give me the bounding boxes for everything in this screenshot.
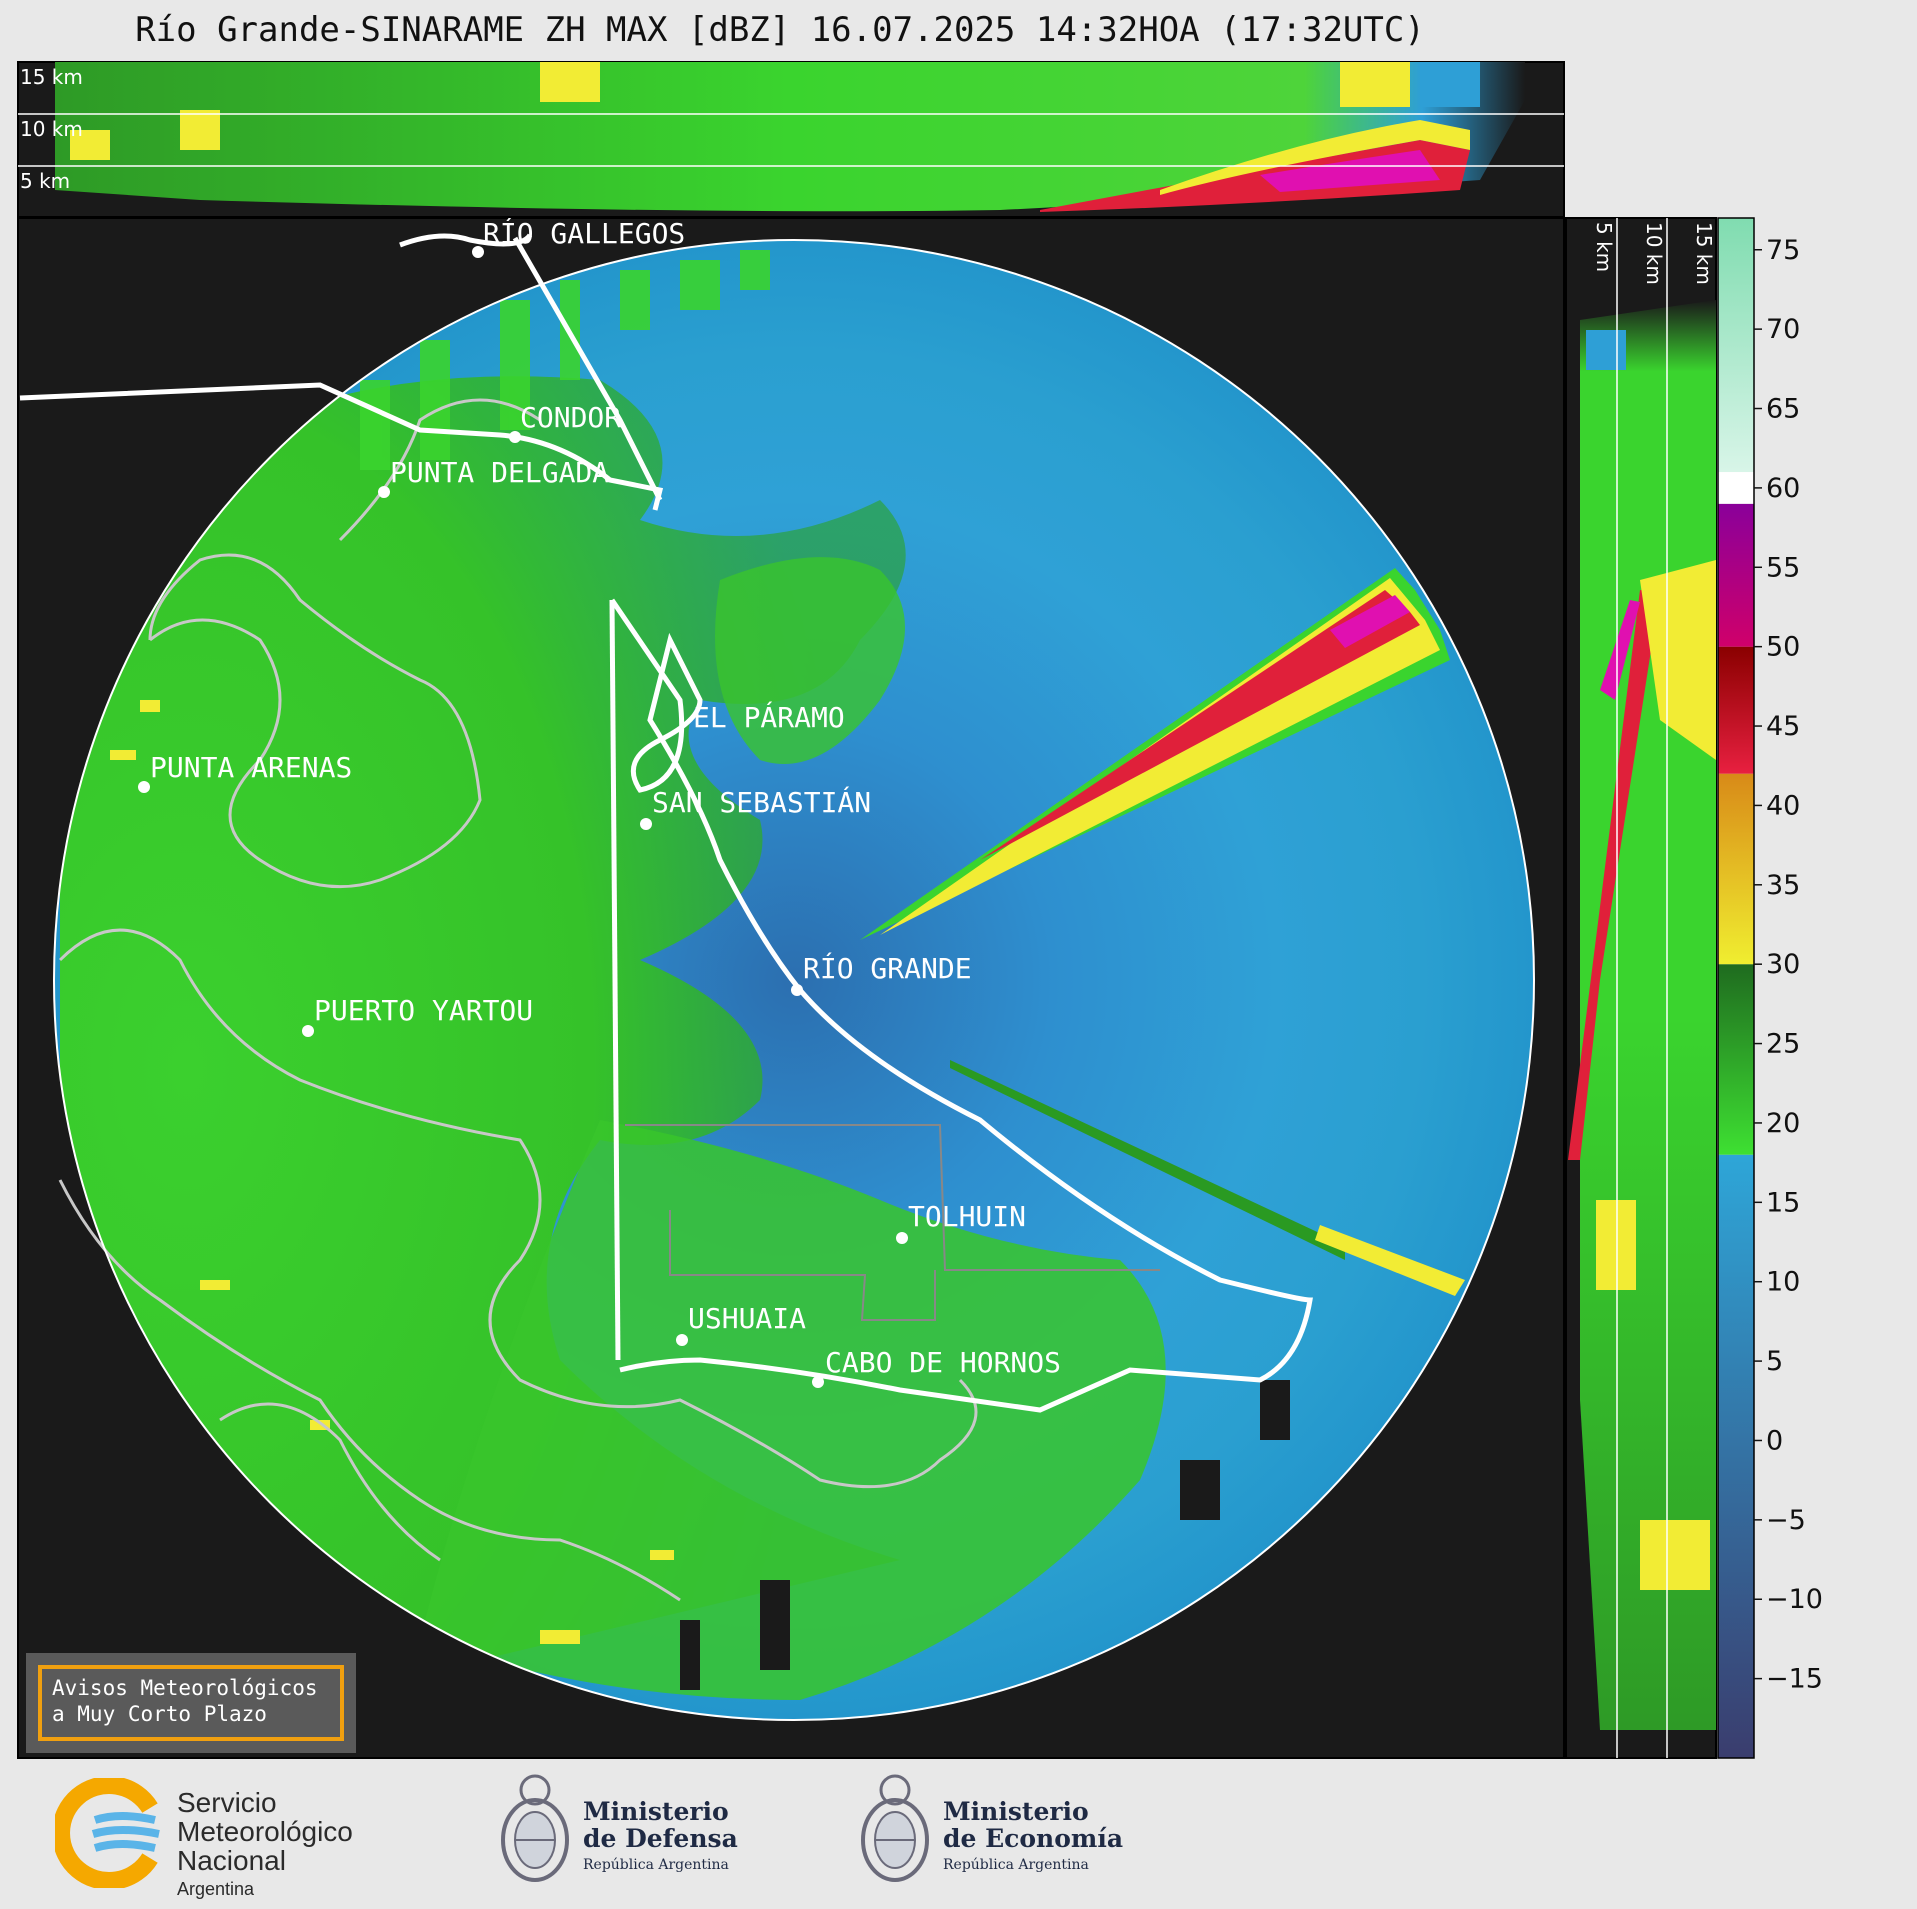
warning-box[interactable]: Avisos Meteorológicos a Muy Corto Plazo xyxy=(26,1653,356,1753)
radar-echo-layer xyxy=(60,250,1465,1720)
side-panel-15km-label: 15 km xyxy=(1692,222,1716,285)
colorbar-tick-label: 5 xyxy=(1766,1346,1783,1377)
yellow-speckles xyxy=(110,700,674,1644)
defensa-line-1: Ministerio xyxy=(583,1797,729,1826)
borders xyxy=(19,233,1313,1413)
colorbar-band xyxy=(1718,472,1754,504)
economia-text: Ministerio de Economía República Argenti… xyxy=(943,1798,1123,1879)
place-markers xyxy=(138,246,908,1388)
colorbar-tick-label: −5 xyxy=(1766,1505,1806,1536)
black-gaps xyxy=(680,1380,1290,1690)
colorbar-tick-label: 55 xyxy=(1766,552,1800,583)
coastlines xyxy=(58,398,978,1602)
colorbar-tick-label: 35 xyxy=(1766,870,1800,901)
defensa-line-2: de Defensa xyxy=(583,1824,738,1853)
smn-logo-text: Servicio Meteorológico Nacional Argentin… xyxy=(177,1788,353,1904)
smn-logo: Servicio Meteorológico Nacional Argentin… xyxy=(55,1770,395,1900)
colorbar-tick-label: 30 xyxy=(1766,949,1800,980)
place-label-rio-grande: RÍO GRANDE xyxy=(803,951,972,985)
economia-line-1: Ministerio xyxy=(943,1797,1089,1826)
northeast-red-core xyxy=(980,590,1420,860)
place-label-puerto-yartou: PUERTO YARTOU xyxy=(314,994,533,1027)
defensa-text: Ministerio de Defensa República Argentin… xyxy=(583,1798,738,1879)
colorbar-tick-label: 10 xyxy=(1766,1267,1800,1298)
colorbar-band xyxy=(1718,218,1754,473)
side-cross-section-echo xyxy=(1568,300,1716,1730)
colorbar-tick-label: −10 xyxy=(1766,1584,1823,1615)
south-green-echo xyxy=(420,1120,1166,1700)
smn-line-3: Nacional xyxy=(177,1845,286,1876)
place-label-rio-gallegos: RÍO GALLEGOS xyxy=(483,216,685,250)
warning-box-inner: Avisos Meteorológicos a Muy Corto Plazo xyxy=(38,1665,344,1741)
warning-line-2: a Muy Corto Plazo xyxy=(52,1702,267,1726)
economia-line-3: República Argentina xyxy=(943,1857,1089,1873)
top-panel-5km-label: 5 km xyxy=(20,169,70,193)
smn-line-1: Servicio xyxy=(177,1787,277,1818)
colorbar-tick-label: 0 xyxy=(1766,1425,1783,1456)
southeast-green-band xyxy=(950,1060,1345,1260)
warning-line-1: Avisos Meteorológicos xyxy=(52,1676,318,1700)
coat-of-arms-icon xyxy=(861,1774,929,1882)
map-title: Río Grande-SINARAME ZH MAX [dBZ] 16.07.2… xyxy=(135,10,1425,50)
central-green-echo xyxy=(715,557,905,764)
colorbar-tick-label: 40 xyxy=(1766,790,1800,821)
colorbar-band xyxy=(1718,773,1754,965)
colorbar-tick-label: 70 xyxy=(1766,314,1800,345)
colorbar-tick-label: 65 xyxy=(1766,394,1800,425)
place-label-punta-delgada: PUNTA DELGADA xyxy=(390,456,609,489)
northeast-magenta-core xyxy=(1330,595,1410,648)
place-label-san-sebastian: SAN SEBASTIÁN xyxy=(652,785,871,819)
side-panel-10km-label: 10 km xyxy=(1642,222,1666,285)
top-panel-10km-label: 10 km xyxy=(20,117,83,141)
colorbar-band xyxy=(1718,1154,1754,1758)
colorbar-frame xyxy=(1717,217,1755,1759)
colorbar-band xyxy=(1718,964,1754,1155)
southeast-yellow-band xyxy=(1315,1225,1465,1296)
colorbar-tick-label: 20 xyxy=(1766,1108,1800,1139)
colorbar-tick-label: 25 xyxy=(1766,1029,1800,1060)
colorbar-tick-label: 50 xyxy=(1766,632,1800,663)
smn-emblem-icon xyxy=(55,1778,160,1888)
place-label-condor: CONDOR xyxy=(520,401,621,434)
side-panel-5km-label: 5 km xyxy=(1592,222,1616,272)
smn-line-2: Meteorológico xyxy=(177,1816,353,1847)
ministerio-economia-logo: Ministerio de Economía República Argenti… xyxy=(855,1770,1135,1900)
ministerio-defensa-logo: Ministerio de Defensa República Argentin… xyxy=(495,1770,765,1900)
place-label-tolhuin: TOLHUIN xyxy=(908,1200,1026,1233)
radar-range-ring xyxy=(53,239,1535,1721)
state-border-lines xyxy=(625,1124,1160,1321)
place-label-cabo-de-hornos: CABO DE HORNOS xyxy=(825,1346,1061,1379)
colorbar-tick-label: −15 xyxy=(1766,1664,1823,1695)
colorbar-tick-label: 45 xyxy=(1766,711,1800,742)
smn-line-4: Argentina xyxy=(177,1879,255,1899)
place-label-punta-arenas: PUNTA ARENAS xyxy=(150,751,352,784)
colorbar-tick-label: 75 xyxy=(1766,235,1800,266)
economia-line-2: de Economía xyxy=(943,1824,1124,1853)
defensa-line-3: República Argentina xyxy=(583,1857,729,1873)
north-green-streaks xyxy=(360,250,770,470)
colorbar-tick-label: 60 xyxy=(1766,473,1800,504)
place-label-ushuaia: USHUAIA xyxy=(688,1302,806,1335)
colorbar-band xyxy=(1718,646,1754,774)
top-cross-section-echo xyxy=(55,62,1525,212)
colorbar-tick-label: 15 xyxy=(1766,1187,1800,1218)
colorbar-band xyxy=(1718,503,1754,647)
coat-of-arms-icon xyxy=(501,1774,569,1882)
west-green-echo xyxy=(60,376,906,1720)
top-panel-15km-label: 15 km xyxy=(20,65,83,89)
place-label-el-paramo: EL PÁRAMO xyxy=(693,700,845,734)
